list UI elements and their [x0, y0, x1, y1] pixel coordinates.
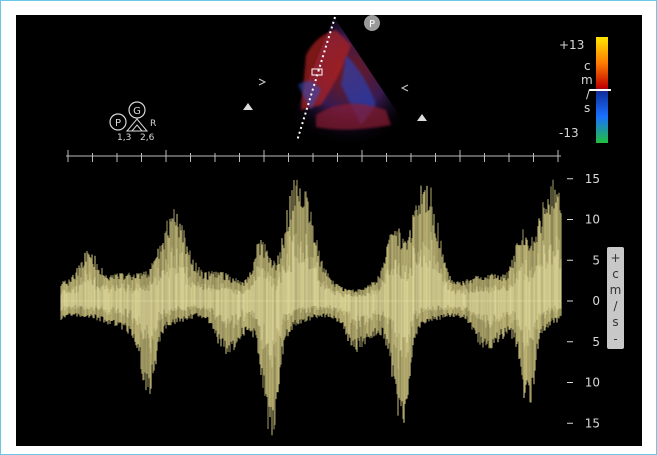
mode-left-value: 1,3 — [117, 133, 131, 143]
depth-marker-right — [417, 114, 427, 121]
color-scale: +13 c m / s -13 — [559, 37, 611, 143]
color-scale-max: +13 — [559, 38, 584, 52]
velocity-axis: 15 10 5 0 5 10 15 — [567, 172, 600, 430]
cursor-line[interactable] — [296, 16, 336, 142]
color-unit-s: s — [584, 101, 590, 115]
triangle-icon — [125, 118, 149, 132]
unit-minus: - — [613, 332, 617, 346]
color-unit-slash: / — [586, 87, 591, 101]
sector-left-marker — [258, 78, 267, 86]
g-icon-label: G — [133, 106, 141, 117]
color-unit-c: c — [584, 59, 591, 73]
mode-icons: P G R 1,3 2,6 — [109, 101, 156, 143]
velocity-tick-label: 15 — [585, 416, 600, 430]
depth-marker-left — [243, 103, 253, 110]
unit-s: s — [612, 315, 618, 329]
unit-m: m — [610, 283, 622, 297]
sector-right-marker — [400, 84, 409, 92]
unit-c: c — [612, 267, 619, 281]
probe-badge-label: P — [369, 19, 375, 30]
ultrasound-screen: P +13 c m / s -13 P G R 1,3 — [16, 15, 642, 446]
unit-plus: + — [610, 251, 620, 265]
unit-slash: / — [613, 299, 618, 313]
p-icon-label: P — [115, 118, 121, 129]
sector-image — [243, 16, 427, 143]
g-circle-icon — [128, 101, 146, 119]
velocity-tick-label: 10 — [585, 213, 600, 227]
sample-gate[interactable] — [311, 68, 323, 76]
doppler-display: P +13 c m / s -13 P G R 1,3 — [60, 15, 624, 436]
time-tick-bar — [66, 150, 561, 162]
color-unit-m: m — [581, 73, 593, 87]
probe-badge: P — [364, 15, 380, 31]
p-circle-icon — [109, 113, 127, 131]
velocity-tick-label: 5 — [592, 253, 600, 267]
velocity-tick-label: 10 — [585, 376, 600, 390]
velocity-tick-label: 5 — [592, 335, 600, 349]
velocity-tick-label: 15 — [585, 172, 600, 186]
velocity-tick-label: 0 — [592, 294, 600, 308]
doppler-spectrum — [60, 179, 562, 436]
velocity-unit-box: + c m / s - — [607, 247, 624, 349]
mode-right-value: 2,6 — [140, 133, 155, 143]
r-icon-label: R — [150, 119, 156, 129]
color-scale-min: -13 — [559, 126, 579, 140]
